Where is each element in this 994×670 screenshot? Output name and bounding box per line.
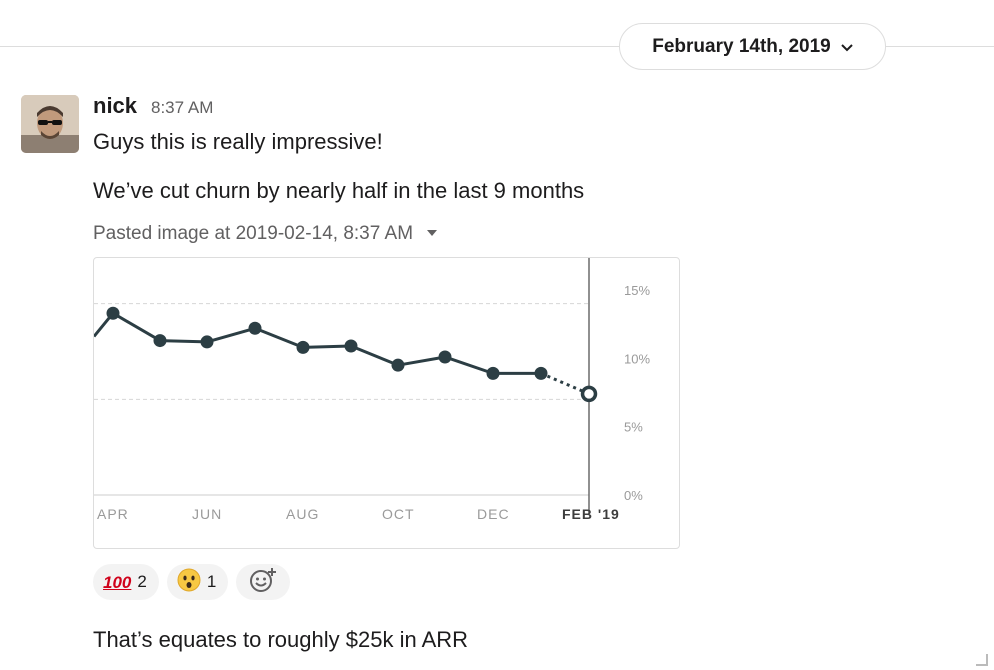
message-text: We’ve cut churn by nearly half in the la… [93, 178, 585, 203]
reaction-count: 1 [206, 572, 217, 591]
message-text: That’s equates to roughly $25k in ARR [93, 627, 469, 652]
attachment-header[interactable]: Pasted image at 2019-02-14, 8:37 AM [93, 223, 438, 245]
date-label: February 14th, 2019 [652, 35, 831, 57]
pasted-image[interactable]: 15% 10% 5% 0% APR JUN AUG OCT DEC FEB '19 [93, 257, 680, 549]
data-point [200, 335, 214, 349]
reaction-astonished[interactable]: 1 [166, 564, 229, 600]
data-point [534, 366, 548, 380]
message-timestamp[interactable]: 8:37 AM [151, 98, 214, 117]
y-tick-label: 15% [624, 283, 650, 298]
caret-down-icon[interactable] [427, 228, 438, 240]
chevron-down-icon [841, 41, 853, 55]
projected-segment [540, 371, 590, 396]
x-tick-label: APR [97, 506, 129, 522]
x-tick-label: AUG [286, 506, 319, 522]
data-point [486, 366, 500, 380]
attachment-label: Pasted image at 2019-02-14, 8:37 AM [93, 223, 414, 244]
data-point [391, 358, 405, 372]
x-tick-label: JUN [192, 506, 222, 522]
y-tick-label: 10% [624, 351, 650, 366]
message-text: Guys this is really impressive! [93, 129, 383, 154]
x-tick-label: DEC [477, 506, 510, 522]
x-tick-label: OCT [382, 506, 415, 522]
data-point [344, 339, 358, 353]
data-point [153, 334, 167, 348]
add-reaction-button[interactable] [236, 564, 291, 600]
data-point [248, 321, 262, 335]
churn-chart: 15% 10% 5% 0% APR JUN AUG OCT DEC FEB '19 [94, 258, 650, 522]
y-tick-label: 0% [624, 488, 643, 503]
resize-handle[interactable] [976, 654, 988, 666]
projected-point [580, 385, 598, 403]
data-point [438, 350, 452, 364]
reaction-count: 2 [137, 572, 147, 591]
avatar[interactable] [21, 95, 79, 153]
data-point [296, 340, 310, 354]
astonished-face-icon [177, 568, 201, 596]
add-reaction-icon [249, 567, 277, 598]
y-tick-label: 5% [624, 420, 643, 435]
reaction-hundred[interactable]: 100 2 [93, 564, 159, 600]
reaction-bar: 100 2 1 [93, 564, 291, 600]
hundred-points-icon: 100 [103, 572, 132, 592]
date-divider [0, 46, 994, 47]
data-point [106, 306, 120, 320]
x-tick-label: FEB '19 [562, 506, 620, 522]
message-author[interactable]: nick [93, 93, 138, 118]
date-jump-button[interactable]: February 14th, 2019 [619, 23, 886, 70]
